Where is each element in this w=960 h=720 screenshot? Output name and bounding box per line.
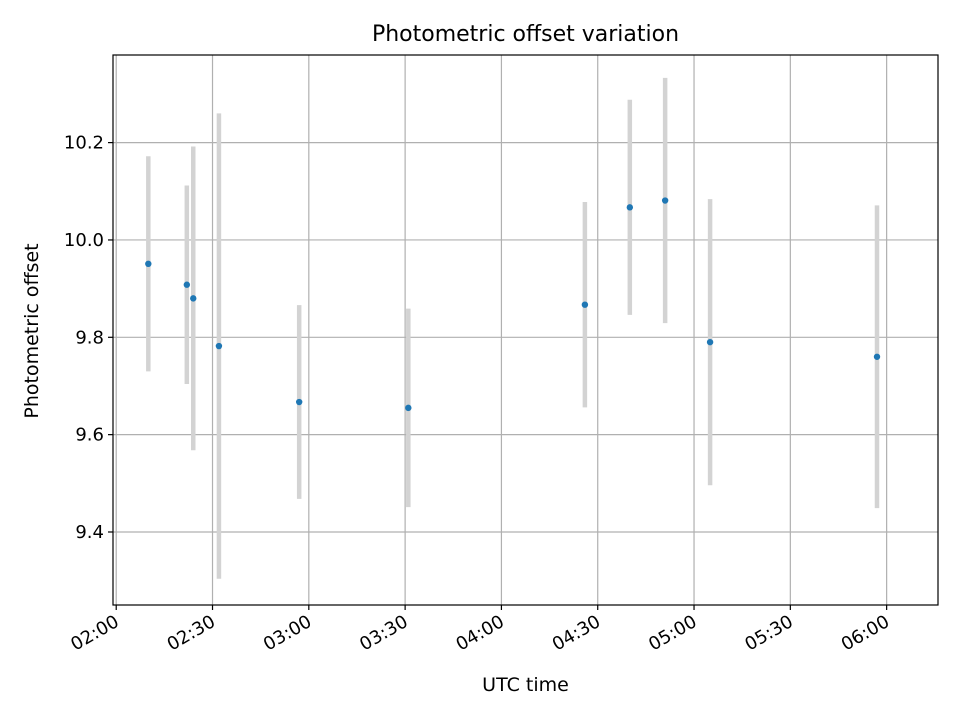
y-axis-ticks: 9.4 9.6 9.8 10.0 10.2 (64, 133, 113, 543)
grid-lines (113, 55, 938, 605)
x-axis-label: UTC time (482, 674, 569, 696)
data-points (145, 197, 881, 412)
error-bars (146, 77, 880, 579)
chart-title: Photometric offset variation (371, 22, 680, 47)
x-tick-label: 04:00 (452, 611, 507, 655)
x-tick-label: 06:00 (838, 611, 893, 655)
x-tick-label: 02:30 (164, 611, 219, 655)
data-point (215, 342, 223, 350)
x-tick-label: 05:30 (741, 611, 796, 655)
data-point (626, 204, 634, 211)
y-tick-label: 10.0 (64, 230, 104, 251)
y-tick-label: 9.6 (75, 425, 104, 446)
data-point (145, 260, 152, 268)
y-tick-label: 9.4 (75, 522, 104, 543)
data-point (661, 197, 669, 204)
data-point (295, 398, 303, 406)
x-tick-label: 05:00 (645, 611, 700, 655)
data-point (190, 295, 197, 302)
x-tick-label: 03:00 (260, 611, 315, 655)
y-tick-label: 9.8 (75, 327, 104, 348)
y-axis-label: Photometric offset (21, 243, 43, 419)
plot-frame (112, 54, 939, 606)
x-tick-label: 02:00 (67, 611, 122, 655)
data-point (405, 404, 412, 412)
x-axis-ticks: 02:00 02:30 03:00 03:30 04:00 04:30 05:00 05:30… (67, 605, 893, 655)
data-point (183, 281, 191, 288)
data-point (706, 338, 714, 346)
x-tick-label: 03:30 (356, 611, 411, 655)
y-tick-label: 10.2 (64, 133, 104, 154)
data-point (873, 353, 881, 360)
data-point (581, 301, 589, 308)
x-tick-label: 04:30 (549, 611, 604, 655)
